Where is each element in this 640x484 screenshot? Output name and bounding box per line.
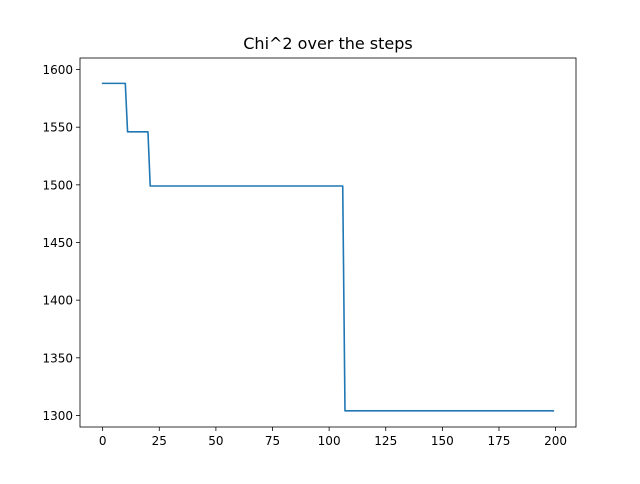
x-tick-label: 50 — [208, 434, 223, 448]
y-tick-label: 1450 — [42, 236, 73, 250]
x-tick-label: 150 — [431, 434, 454, 448]
y-tick-label: 1600 — [42, 63, 73, 77]
axes-layer: 0 25 50 75 100 125 150 175 200 1300 1350 1400 1450 15… — [42, 57, 577, 448]
series-line-1 — [101, 82, 555, 412]
y-tick-label: 1300 — [42, 409, 73, 423]
x-tick-label: 25 — [152, 434, 167, 448]
chart-title: Chi^2 over the steps — [243, 34, 412, 53]
y-tick-label: 1500 — [42, 178, 73, 192]
x-tick-label: 0 — [99, 434, 107, 448]
y-tick-label: 1400 — [42, 294, 73, 308]
x-tick-label: 100 — [318, 434, 341, 448]
y-tick-label: 1550 — [42, 121, 73, 135]
series-layer — [101, 82, 555, 412]
y-tick-label: 1350 — [42, 351, 73, 365]
x-tick-label: 200 — [544, 434, 567, 448]
x-tick-label: 125 — [374, 434, 397, 448]
x-tick-label: 175 — [488, 434, 511, 448]
x-tick-label: 75 — [265, 434, 280, 448]
